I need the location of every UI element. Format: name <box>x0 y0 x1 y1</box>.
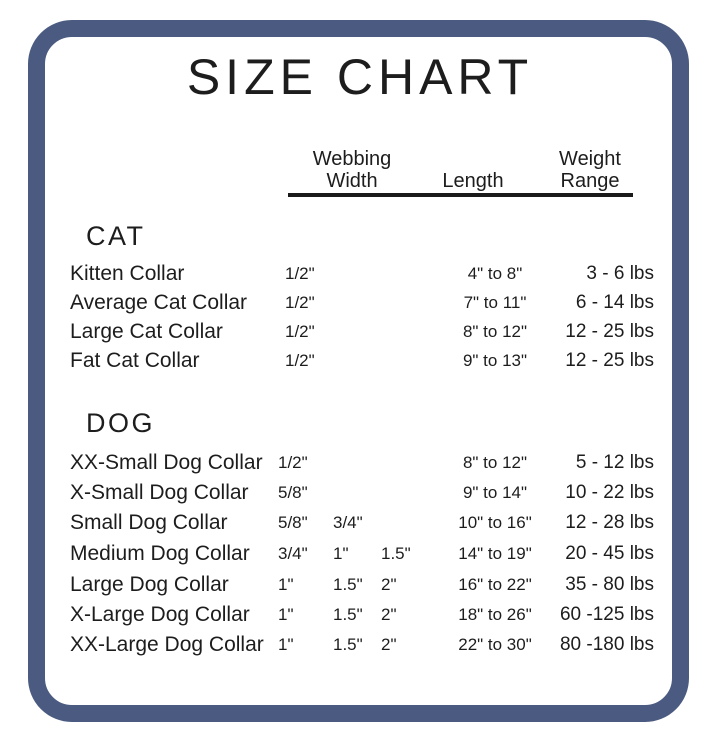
length-value: 9" to 14" <box>462 483 528 502</box>
table-row: Large Dog Collar 1" 1.5" 2" 16" to 22" 3… <box>0 573 720 597</box>
webbing-width-value-1: 1/2" <box>285 264 315 283</box>
collar-name: Medium Dog Collar <box>70 542 250 565</box>
length-value: 8" to 12" <box>462 322 528 341</box>
webbing-width-value-2: 1.5" <box>333 575 363 594</box>
length-value: 14" to 19" <box>458 544 532 563</box>
length-value: 7" to 11" <box>463 293 527 312</box>
collar-name: XX-Large Dog Collar <box>70 633 264 656</box>
weight-range-value: 5 - 12 lbs <box>575 452 654 473</box>
length-value: 22" to 30" <box>458 635 532 654</box>
column-header-webbing-line2: Width <box>326 170 378 192</box>
length-value: 9" to 13" <box>462 351 528 370</box>
column-header-length: Length <box>442 170 504 192</box>
column-header-webbing-line1: Webbing <box>312 148 392 170</box>
webbing-width-value-2: 1.5" <box>333 605 363 624</box>
header-underline <box>288 193 633 197</box>
webbing-width-value-3: 1.5" <box>381 544 411 563</box>
weight-range-value: 6 - 14 lbs <box>575 292 654 313</box>
length-value: 8" to 12" <box>462 453 528 472</box>
weight-range-value: 3 - 6 lbs <box>586 263 654 284</box>
weight-range-value: 35 - 80 lbs <box>565 574 654 595</box>
webbing-width-value-3: 2" <box>381 575 397 594</box>
webbing-width-value-1: 1/2" <box>278 453 308 472</box>
table-row: XX-Small Dog Collar 1/2" 8" to 12" 5 - 1… <box>0 451 720 475</box>
collar-name: XX-Small Dog Collar <box>70 451 263 474</box>
table-row: Small Dog Collar 5/8" 3/4" 10" to 16" 12… <box>0 511 720 535</box>
weight-range-value: 12 - 25 lbs <box>565 321 654 342</box>
webbing-width-value-2: 3/4" <box>333 513 363 532</box>
webbing-width-value-1: 1" <box>278 575 294 594</box>
collar-name: Fat Cat Collar <box>70 349 200 372</box>
section-label-dog: DOG <box>86 408 156 438</box>
column-header-webbing-width: Webbing Width <box>292 148 412 192</box>
table-row: Average Cat Collar 1/2" 7" to 11" 6 - 14… <box>0 291 720 315</box>
weight-range-value: 12 - 28 lbs <box>565 512 654 533</box>
weight-range-value: 12 - 25 lbs <box>565 350 654 371</box>
page-title: SIZE CHART <box>186 49 534 105</box>
column-header-weight-range: Weight Range <box>530 148 650 192</box>
length-value: 18" to 26" <box>458 605 532 624</box>
weight-range-value: 20 - 45 lbs <box>565 543 654 564</box>
collar-name: Large Cat Collar <box>70 320 223 343</box>
webbing-width-value-1: 1/2" <box>285 351 315 370</box>
table-row: Large Cat Collar 1/2" 8" to 12" 12 - 25 … <box>0 320 720 344</box>
webbing-width-value-3: 2" <box>381 605 397 624</box>
webbing-width-value-1: 1" <box>278 605 294 624</box>
webbing-width-value-1: 5/8" <box>278 513 308 532</box>
column-header-weight-line1: Weight <box>559 148 621 170</box>
length-value: 4" to 8" <box>467 264 523 283</box>
length-value: 16" to 22" <box>458 575 532 594</box>
table-row: Kitten Collar 1/2" 4" to 8" 3 - 6 lbs <box>0 262 720 286</box>
section-label-cat: CAT <box>86 221 146 251</box>
collar-name: Average Cat Collar <box>70 291 248 314</box>
table-row: X-Small Dog Collar 5/8" 9" to 14" 10 - 2… <box>0 481 720 505</box>
chart-card <box>28 20 689 722</box>
table-row: Medium Dog Collar 3/4" 1" 1.5" 14" to 19… <box>0 542 720 566</box>
length-value: 10" to 16" <box>458 513 532 532</box>
webbing-width-value-2: 1" <box>333 544 349 563</box>
webbing-width-value-1: 1" <box>278 635 294 654</box>
collar-name: Small Dog Collar <box>70 511 228 534</box>
collar-name: X-Large Dog Collar <box>70 603 250 626</box>
collar-name: Large Dog Collar <box>70 573 229 596</box>
table-row: X-Large Dog Collar 1" 1.5" 2" 18" to 26"… <box>0 603 720 627</box>
weight-range-value: 60 -125 lbs <box>559 604 654 625</box>
table-row: XX-Large Dog Collar 1" 1.5" 2" 22" to 30… <box>0 633 720 657</box>
webbing-width-value-3: 2" <box>381 635 397 654</box>
weight-range-value: 80 -180 lbs <box>559 634 654 655</box>
collar-name: X-Small Dog Collar <box>70 481 249 504</box>
webbing-width-value-2: 1.5" <box>333 635 363 654</box>
table-row: Fat Cat Collar 1/2" 9" to 13" 12 - 25 lb… <box>0 349 720 373</box>
webbing-width-value-1: 1/2" <box>285 293 315 312</box>
weight-range-value: 10 - 22 lbs <box>565 482 654 503</box>
collar-name: Kitten Collar <box>70 262 185 285</box>
column-header-weight-line2: Range <box>560 170 620 192</box>
webbing-width-value-1: 3/4" <box>278 544 308 563</box>
webbing-width-value-1: 5/8" <box>278 483 308 502</box>
webbing-width-value-1: 1/2" <box>285 322 315 341</box>
